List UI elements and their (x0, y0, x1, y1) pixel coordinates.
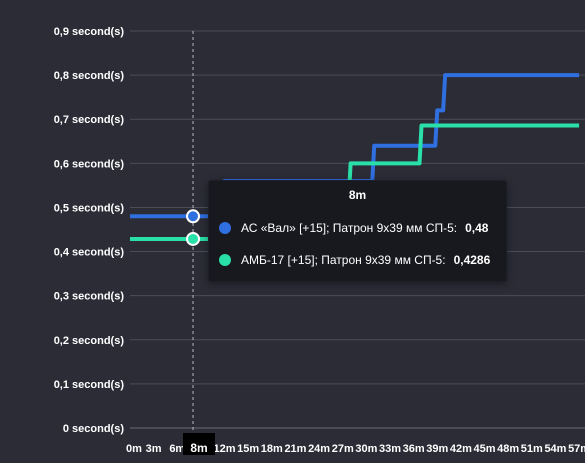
tooltip-series-1-label: АС «Вал» [+15]; Патрон 9х39 мм СП-5: (241, 221, 458, 235)
x-tick-label: 27m (332, 443, 354, 455)
series-2-marker-icon (219, 254, 231, 266)
y-tick-label: 0,4 second(s) (54, 247, 125, 259)
x-tick-label: 45m (474, 443, 496, 455)
x-tick-label: 15m (237, 443, 259, 455)
y-tick-label: 0,2 second(s) (54, 335, 125, 347)
x-active-tick-label: 8m (183, 433, 215, 455)
y-tick-label: 0,5 second(s) (54, 202, 125, 214)
tooltip-series-2-label: АМБ-17 [+15]; Патрон 9х39 мм СП-5: (241, 253, 446, 267)
tooltip: 8m АС «Вал» [+15]; Патрон 9х39 мм СП-5: … (208, 180, 507, 282)
x-tick-label: 24m (308, 443, 330, 455)
y-tick-label: 0,3 second(s) (54, 291, 125, 303)
x-tick-label: 42m (450, 443, 472, 455)
y-tick-label: 0,8 second(s) (54, 70, 125, 82)
y-axis: 0 second(s) 0,1 second(s) 0,2 second(s) 0,3… (54, 26, 125, 435)
x-tick-label: 48m (497, 443, 519, 455)
x-tick-label: 33m (379, 443, 401, 455)
x-tick-label: 54m (544, 443, 566, 455)
hover-point-series-1 (186, 209, 201, 224)
y-tick-label: 0,1 second(s) (54, 379, 125, 391)
y-tick-label: 0 second(s) (63, 423, 124, 435)
x-tick-label: 57m (568, 443, 585, 455)
x-tick-label: 36m (403, 443, 425, 455)
tooltip-series-1-value: 0,48 (465, 221, 489, 235)
x-tick-label: 0m (126, 443, 142, 455)
x-tick-label: 39m (426, 443, 448, 455)
y-tick-label: 0,7 second(s) (54, 114, 125, 126)
x-tick-label: 18m (261, 443, 283, 455)
x-tick-label: 6m (169, 443, 185, 455)
x-tick-label: 12m (214, 443, 236, 455)
x-tick-label: 30m (355, 443, 377, 455)
x-tick-label: 51m (521, 443, 543, 455)
y-tick-label: 0,9 second(s) (54, 26, 125, 38)
tooltip-series-2-value: 0,4286 (453, 253, 491, 267)
tooltip-row-series-2: АМБ-17 [+15]; Патрон 9х39 мм СП-5: 0,428… (219, 253, 490, 267)
series-1-marker-icon (219, 222, 231, 234)
y-tick-label: 0,6 second(s) (54, 158, 125, 170)
x-tick-label: 21m (284, 443, 306, 455)
tooltip-title: 8m (348, 188, 367, 202)
hover-crosshair (186, 31, 201, 432)
x-tick-label: 3m (146, 443, 162, 455)
hover-point-series-2 (186, 231, 201, 246)
tooltip-row-series-1: АС «Вал» [+15]; Патрон 9х39 мм СП-5: 0,4… (219, 221, 488, 235)
